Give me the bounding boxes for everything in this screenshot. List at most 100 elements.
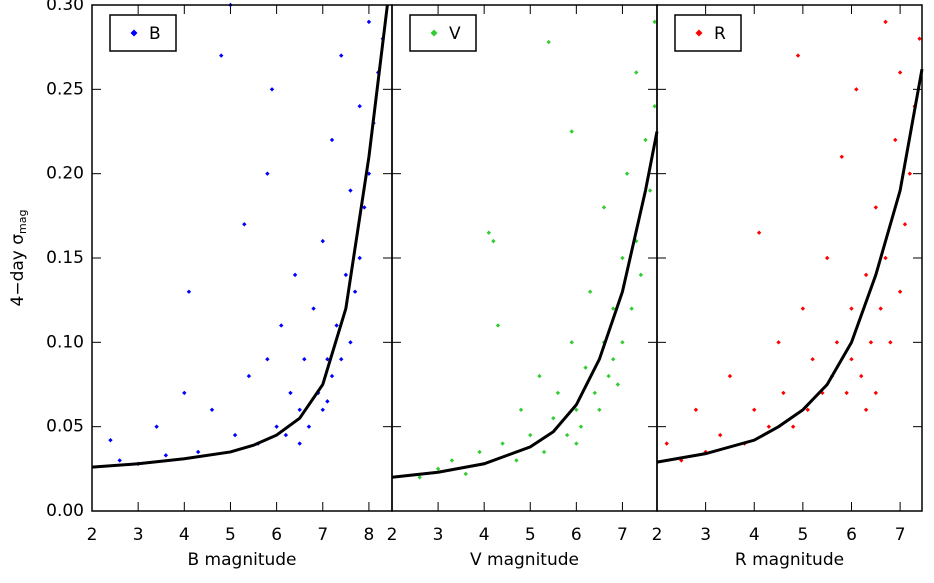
data-point	[486, 230, 491, 235]
data-point	[569, 340, 574, 345]
y-tick-label: 0.15	[46, 248, 84, 268]
data-point	[302, 357, 307, 362]
legend-label: R	[714, 24, 726, 44]
data-point	[325, 399, 330, 404]
data-point	[311, 306, 316, 311]
data-point	[518, 407, 524, 412]
x-tick-label: 3	[433, 525, 444, 545]
fit-curve	[91, 4, 389, 469]
data-point	[624, 171, 630, 176]
data-point	[679, 458, 684, 463]
data-point	[108, 437, 113, 443]
data-point	[795, 53, 801, 58]
data-point	[343, 272, 349, 278]
x-tick-label: 3	[133, 525, 144, 545]
data-point	[339, 357, 344, 362]
legend-box	[674, 14, 742, 52]
data-point	[555, 390, 561, 396]
data-point	[269, 87, 275, 92]
x-tick-label: 4	[479, 525, 490, 545]
x-tick-label: 2	[87, 525, 98, 545]
data-point	[897, 70, 903, 75]
data-point	[583, 365, 588, 370]
data-point	[357, 255, 362, 261]
data-point	[834, 340, 840, 345]
data-point	[292, 272, 298, 278]
data-point	[246, 373, 252, 379]
data-point	[232, 432, 238, 438]
data-point	[611, 357, 616, 362]
data-point	[500, 441, 505, 446]
data-point	[863, 407, 869, 412]
data-point	[907, 171, 913, 176]
data-point	[718, 432, 723, 438]
x-axis-label: R magnitude	[735, 550, 844, 570]
data-point	[279, 323, 284, 328]
data-point	[495, 323, 501, 328]
data-point	[606, 373, 611, 379]
data-point	[362, 205, 367, 210]
data-point	[265, 171, 270, 176]
data-point	[592, 390, 597, 396]
x-tick-label: 4	[749, 525, 760, 545]
legend-label: V	[449, 24, 461, 44]
data-point	[854, 87, 859, 92]
data-point	[297, 441, 302, 446]
data-point	[578, 424, 584, 429]
data-point	[463, 471, 468, 477]
data-point	[620, 255, 625, 261]
data-point	[154, 424, 159, 429]
data-point	[664, 441, 669, 446]
data-point	[727, 373, 733, 379]
data-point	[339, 53, 344, 58]
data-point	[844, 390, 849, 396]
data-point	[766, 424, 772, 429]
data-point	[366, 19, 372, 25]
x-tick-label: 4	[179, 525, 190, 545]
legend-box	[109, 14, 177, 52]
panel-frame	[656, 4, 923, 512]
panel-frame	[391, 4, 658, 512]
x-tick-label: 7	[895, 525, 906, 545]
y-tick-label: 0.00	[46, 501, 84, 521]
data-point	[776, 340, 781, 345]
x-tick-label: 2	[652, 525, 663, 545]
data-point	[288, 390, 293, 396]
data-point	[643, 137, 648, 143]
y-axis-label-sub: mag	[16, 210, 29, 234]
data-point	[703, 449, 708, 455]
data-point	[917, 36, 922, 41]
data-point	[357, 104, 362, 109]
data-point	[587, 289, 593, 294]
y-tick-label: 0.25	[46, 79, 84, 99]
data-point	[611, 306, 616, 311]
data-point	[449, 458, 455, 463]
data-point	[274, 424, 279, 429]
data-point	[195, 449, 201, 455]
data-point	[564, 432, 570, 438]
data-point	[528, 432, 533, 438]
data-point	[283, 432, 289, 438]
data-point	[348, 340, 353, 345]
data-point	[574, 441, 579, 446]
data-point	[297, 407, 302, 412]
data-point	[849, 357, 854, 362]
y-tick-label: 0.30	[46, 0, 84, 15]
data-point	[805, 407, 810, 412]
x-tick-label: 6	[271, 525, 282, 545]
data-point	[652, 19, 657, 25]
data-point	[849, 306, 854, 311]
data-point	[652, 104, 657, 109]
data-point	[163, 453, 169, 458]
legend-label: B	[149, 24, 161, 44]
data-point	[800, 306, 806, 311]
data-point	[242, 222, 247, 227]
data-point	[325, 357, 330, 362]
panel-frame	[91, 4, 393, 512]
data-point	[265, 357, 270, 362]
data-point	[634, 70, 639, 75]
x-tick-label: 5	[225, 525, 236, 545]
data-point	[756, 230, 762, 235]
data-point	[615, 382, 621, 387]
x-tick-label: 7	[617, 525, 628, 545]
